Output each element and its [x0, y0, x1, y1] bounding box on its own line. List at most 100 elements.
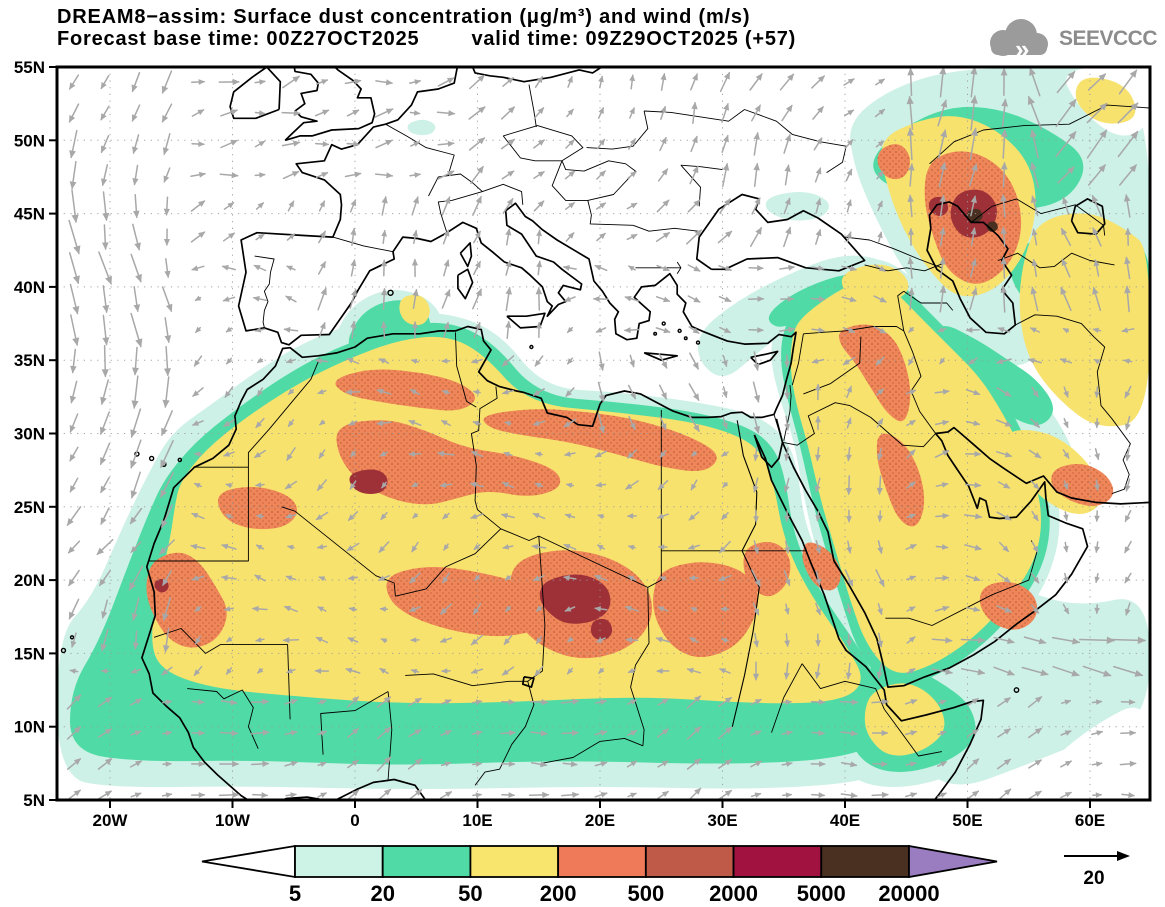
- wind-reference: 20: [1064, 851, 1130, 889]
- wind-arrow-head: [881, 791, 889, 798]
- wind-arrow-head: [1137, 636, 1147, 645]
- wind-arrow-head: [1099, 129, 1108, 139]
- wind-arrow-head: [788, 326, 796, 333]
- wind-arrow-head: [847, 579, 853, 587]
- wind-arrow-head: [504, 574, 512, 581]
- wind-arrow-head: [564, 513, 572, 519]
- wind-arrow-head: [629, 107, 635, 115]
- wind-arrow-head: [322, 141, 330, 147]
- wind-arrow-head: [788, 264, 796, 271]
- wind-arrow-head: [1129, 69, 1138, 78]
- wind-arrow-head: [598, 75, 604, 83]
- wind-arrow-head: [380, 287, 388, 296]
- wind-arrow-head: [286, 453, 293, 461]
- wind-arrow-head: [909, 575, 917, 581]
- wind-arrow-head: [475, 761, 483, 767]
- wind-arrow-head: [688, 514, 696, 521]
- wind-arrow-head: [443, 544, 450, 551]
- wind-arrow-head: [380, 321, 387, 329]
- country-border: [586, 110, 649, 150]
- wind-arrow-head: [409, 576, 417, 584]
- wind-arrow-head: [630, 171, 637, 178]
- wind-arrow-head: [472, 420, 480, 427]
- wind-arrow-head: [163, 238, 171, 246]
- wind-arrow-head: [531, 543, 539, 550]
- wind-arrow-head: [1092, 286, 1099, 295]
- wind-arrow-head: [444, 730, 452, 736]
- lat-tick-label: 5N: [23, 791, 45, 810]
- wind-arrow-head: [565, 482, 573, 488]
- dust-contour-region: [349, 469, 388, 494]
- lat-tick-label: 25N: [14, 498, 45, 517]
- wind-arrow-head: [691, 450, 698, 457]
- wind-arrow-head: [100, 517, 107, 525]
- wind-arrow-head: [537, 171, 545, 178]
- coastline: [229, 67, 282, 120]
- wind-arrow-head: [322, 109, 330, 116]
- wind-arrow-head: [1032, 390, 1039, 398]
- wind-arrow-head: [845, 672, 852, 680]
- wind-arrow-head: [232, 760, 240, 768]
- coastline: [141, 123, 797, 800]
- wind-arrow-head: [534, 482, 542, 489]
- country-border: [470, 386, 502, 530]
- wind-arrow-head: [470, 451, 478, 457]
- wind-arrow-head: [475, 195, 482, 204]
- wind-arrow-head: [255, 482, 262, 488]
- wind-arrow-head: [225, 636, 233, 643]
- wind-arrow-head: [315, 514, 323, 521]
- wind-arrow-head: [753, 547, 760, 555]
- wind-arrow-head: [567, 108, 574, 116]
- wind-arrow-head: [595, 482, 603, 488]
- country-border: [587, 200, 634, 226]
- wind-arrow-head: [1004, 390, 1012, 397]
- wind-arrow-head: [814, 485, 821, 493]
- wind-arrow-head: [284, 482, 292, 490]
- wind-arrow-head: [973, 389, 981, 396]
- wind-arrow-head: [1003, 697, 1011, 704]
- country-border: [844, 236, 942, 269]
- wind-arrow-head: [1062, 196, 1069, 205]
- wind-arrow-head: [752, 673, 760, 681]
- wind-arrow-head: [253, 265, 261, 271]
- country-border: [883, 708, 942, 757]
- wind-arrow-head: [752, 485, 759, 493]
- wind-arrow-head: [755, 226, 762, 235]
- wind-arrow-head: [630, 760, 638, 767]
- wind-arrow-head: [255, 421, 262, 429]
- wind-arrow-head: [1124, 285, 1131, 294]
- wind-arrow-head: [1093, 259, 1100, 267]
- country-border: [773, 414, 783, 443]
- wind-arrow-head: [753, 640, 760, 648]
- coastline: [457, 268, 474, 300]
- wind-arrow-head: [74, 694, 82, 702]
- wind-arrow-head: [755, 73, 763, 81]
- wind-arrow-head: [133, 210, 140, 219]
- wind-arrow-head: [285, 358, 293, 364]
- wind-arrow-head: [724, 296, 732, 302]
- wind-arrow-head: [441, 668, 448, 674]
- wind-arrow-head: [163, 175, 170, 183]
- wind-arrow-head: [223, 451, 231, 457]
- dust-contour-region: [399, 294, 430, 326]
- wind-arrow-head: [877, 640, 884, 648]
- wind-arrow-head: [629, 360, 635, 368]
- wind-arrow-head: [878, 579, 885, 587]
- wind-arrow-head: [259, 172, 266, 178]
- wind-arrow-head: [477, 137, 486, 145]
- wind-arrow-head: [320, 761, 327, 768]
- wind-arrow-head: [754, 760, 762, 767]
- dust-contour-region: [483, 409, 717, 472]
- wind-arrow-head: [251, 605, 259, 612]
- wind-arrow-head: [878, 265, 886, 272]
- wind-arrow-head: [316, 544, 324, 550]
- cloud-icon: »: [989, 19, 1048, 62]
- wind-arrow-head: [973, 606, 981, 613]
- wind-arrow-head: [232, 791, 240, 799]
- country-border: [320, 691, 389, 755]
- wind-arrow-head: [321, 79, 329, 85]
- country-border: [771, 663, 803, 733]
- wind-arrow-head: [878, 78, 886, 85]
- dust-contour-region: [877, 144, 910, 180]
- wind-arrow-head: [785, 699, 792, 705]
